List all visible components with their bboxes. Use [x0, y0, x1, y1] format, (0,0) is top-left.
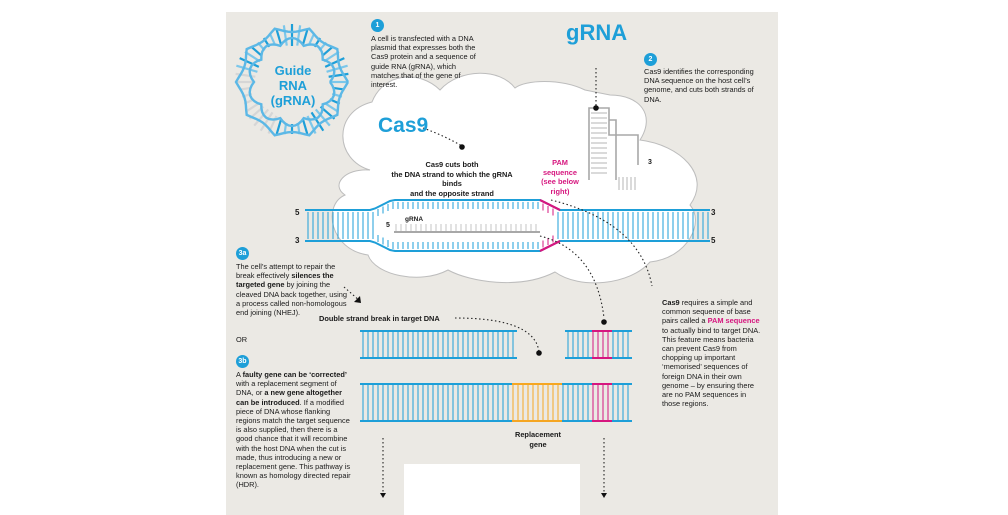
ring-strand [234, 27, 350, 137]
step1-text: A cell is transfected with a DNA plasmid… [371, 34, 476, 90]
pam-strand [539, 199, 561, 211]
ring-rung [307, 32, 316, 46]
ring-label-line2: RNA [278, 78, 308, 93]
end-5-top-left: 5 [295, 208, 300, 217]
step3b-text-3: with a replacement segment of DNA, or [236, 379, 337, 398]
ring-rung [259, 111, 274, 132]
pam-note-text: Cas9 requires a simple and common sequen… [662, 298, 766, 408]
ring-rung [236, 64, 258, 73]
ring-rung [250, 45, 263, 57]
dna-strand-top [305, 199, 710, 211]
step3a-text-3: by joining the cleaved DNA back together… [236, 280, 347, 318]
cas9-title: Cas9 [378, 114, 429, 137]
ring-rung [310, 111, 325, 132]
target-dna-top [305, 199, 710, 252]
cas9-protein-shape [331, 72, 698, 284]
ring-label-line3: (gRNA) [270, 93, 316, 108]
grna-title: gRNA [566, 20, 628, 45]
grna-end-5: 5 [386, 222, 390, 229]
ring-label: Guide RNA (gRNA) [263, 63, 323, 108]
replacement-gene-label: Replacement gene [507, 430, 569, 449]
grna-end-3: 3 [648, 159, 652, 166]
ring-rung [326, 64, 348, 73]
ring-rung [268, 32, 277, 46]
pam-label-line3: (see below [541, 177, 579, 186]
ring-rung [275, 28, 283, 46]
blank-area [404, 464, 580, 515]
step3b-badge: 3b [236, 355, 249, 368]
ring-rung [321, 45, 334, 57]
ring-rung [324, 57, 345, 68]
step1-badge: 1 [371, 19, 384, 32]
end-3-bottom-left: 3 [295, 236, 300, 245]
pam-note-3: PAM sequence [707, 316, 760, 326]
ring-strand [248, 36, 336, 128]
ring-rung [301, 28, 309, 46]
step3a-badge: 3a [236, 247, 249, 260]
ring-rung [239, 57, 260, 68]
ring-rung [324, 102, 339, 113]
pam-strand [539, 240, 561, 252]
cut-label-line2: the DNA strand to which the gRNA binds [391, 169, 513, 189]
step3b-text-4: a new gene altogether can be introduced [236, 388, 342, 407]
cas9-cut-label: Cas9 cuts both the DNA strand to which t… [388, 160, 516, 198]
leader-dots [459, 105, 607, 356]
repaired-dna-bottom [360, 330, 632, 422]
step3b-text-2: faulty gene can be ‘corrected’ [242, 370, 347, 379]
pam-note-4: to actually bind to target DNA. This fea… [662, 325, 761, 409]
cut-label-line1: Cas9 cuts both [425, 160, 479, 169]
ring-rung [235, 72, 256, 78]
ring-rung [302, 119, 309, 135]
replacement-line1: Replacement [514, 430, 561, 439]
replacement-line2: gene [529, 439, 547, 449]
step2-badge: 2 [644, 53, 657, 66]
ring-rung [328, 72, 349, 78]
step3a-text-1: The cell’s attempt to repair the break e… [236, 262, 336, 281]
double-strand-break-label: Double strand break in target DNA [319, 314, 440, 323]
ring-rung [245, 102, 260, 113]
pam-note-1: Cas9 [662, 298, 680, 307]
arrow-heads [354, 296, 607, 498]
pam-label-line4: right) [550, 186, 570, 196]
ring-rung [253, 108, 270, 127]
end-5-bottom-right: 5 [711, 236, 716, 245]
step3b-text: A faulty gene can be ‘corrected’ with a … [236, 370, 354, 490]
ring-rung [296, 25, 302, 46]
cut-label-line3: and the opposite strand [410, 188, 494, 198]
grna-small-label: gRNA [405, 216, 424, 223]
grna-rungs [591, 112, 636, 190]
leader-lines [343, 68, 653, 493]
step3a-text: The cell’s attempt to repair the break e… [236, 262, 348, 317]
ring-rung [282, 25, 288, 46]
step3b-text-5: . If a modified piece of DNA whose flank… [236, 397, 351, 490]
or-text: OR [236, 335, 248, 344]
step3a-text-2: silences the targeted gene [236, 271, 334, 290]
pam-label-line2: sequence [542, 167, 578, 177]
step3b-text-1: A [236, 370, 243, 379]
dna-strand-bottom [305, 240, 710, 252]
grna-hairpin [588, 107, 639, 180]
pam-note-2: requires a simple and common sequence of… [662, 298, 753, 326]
end-3-top-right: 3 [711, 208, 716, 217]
ring-rung [314, 108, 331, 127]
ring-rung [275, 119, 282, 135]
dna-ring-icon [234, 24, 350, 137]
pam-label: PAM sequence (see below right) [535, 158, 585, 196]
pam-label-line1: PAM [552, 158, 568, 167]
step2-text: Cas9 identifies the corresponding DNA se… [644, 67, 754, 104]
ring-label-line1: Guide [274, 63, 312, 78]
